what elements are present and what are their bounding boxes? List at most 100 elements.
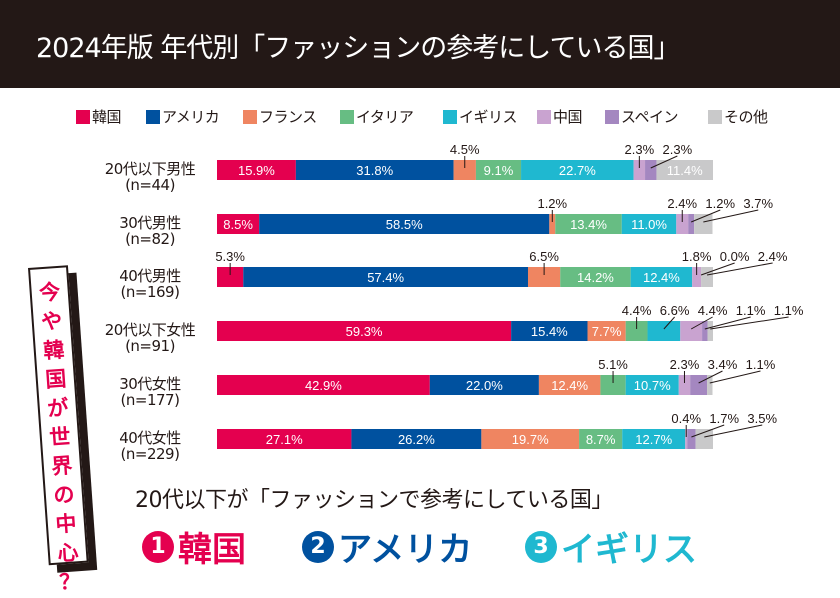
bar-segment [621,214,677,234]
bar-segment [625,375,679,395]
bar-segment [351,429,482,449]
chart-legend: 韓国 アメリカ フランス イタリア イギリス 中国 スペイン その他 [0,106,840,126]
bar-segment [555,214,622,234]
legend-swatch [340,109,354,124]
data-label: 5.3% [215,249,245,264]
callout-char: ？ [58,569,82,595]
data-label: 3.7% [743,196,773,211]
rank-label: イギリス [561,530,697,570]
rank-label: アメリカ [338,530,473,570]
bar-segment [702,321,708,341]
leader-line [690,209,721,223]
data-label: 0.4% [671,411,701,426]
legend-swatch [443,109,457,124]
legend-item-usa: アメリカ [146,106,220,127]
data-label: 3.5% [747,411,777,426]
data-label: 1.1% [736,303,766,318]
sample-size-label: (n=82) [125,230,175,248]
data-label: 15.4% [531,324,568,339]
bar-segment [549,214,556,234]
rank-label: 韓国 [178,530,246,570]
category-label: 40代男性 [119,267,181,285]
bar-segment [521,160,634,180]
data-label: 1.1% [774,303,804,318]
data-label: 12.4% [551,378,588,393]
bar-segment [656,160,713,180]
bar-segment [600,375,626,395]
data-label: 4.4% [698,303,728,318]
callout-char: が [46,395,70,421]
callout-char: 今 [38,279,62,306]
data-label: 1.1% [746,357,776,372]
data-label: 10.7% [634,378,671,393]
data-label: 8.7% [586,432,616,447]
legend-label: 中国 [553,108,583,126]
data-label: 2.3% [663,142,693,157]
bar-segment [217,375,430,395]
data-label: 42.9% [305,378,342,393]
bar-segment [217,321,512,341]
callout-char: 心 [56,540,80,566]
data-label: 8.5% [223,217,253,232]
callout-char: や [40,308,64,335]
data-label: 2.4% [667,196,697,211]
legend-swatch [605,109,619,124]
bar-segment [475,160,522,180]
data-label: 6.6% [660,303,690,318]
bar-segment [680,321,703,341]
callout-char: 世 [48,424,72,450]
category-label: 30代女性 [119,375,181,393]
bar-segment [217,429,352,449]
rank-number-badge: 1 [142,530,174,563]
leader-line [710,316,789,330]
legend-swatch [146,109,160,124]
bar-segment [217,214,260,234]
bar-segment [587,321,626,341]
bar-segment [481,429,580,449]
bar-segment [687,429,696,449]
data-label: 59.3% [346,324,383,339]
data-label: 5.1% [598,357,628,372]
bar-segment [701,267,713,287]
legend-item-korea: 韓国 [76,106,122,127]
bar-segment [217,160,296,180]
bar-segment [688,214,695,234]
legend-label: 韓国 [92,108,122,126]
data-label: 27.1% [266,432,303,447]
row-label-men-30s: 30代男性 (n=82) [85,215,215,247]
data-label: 6.5% [529,249,559,264]
sample-size-label: (n=91) [125,337,175,355]
leader-line [700,262,735,276]
data-label: 2.3% [625,142,655,157]
data-label: 22.0% [466,378,503,393]
bar-segment [685,429,688,449]
legend-swatch [708,109,722,124]
legend-item-spain: スペイン [605,106,678,127]
bar-segment [579,429,623,449]
data-label: 2.4% [758,249,788,264]
rank-number-badge: 3 [525,530,557,563]
row-label-women-20s-under: 20代以下女性 (n=91) [85,322,215,354]
category-label: 20代以下男性 [104,160,196,178]
bar-segment [625,321,648,341]
row-label-men-40s: 40代男性 (n=169) [85,268,215,300]
data-label: 1.2% [537,196,567,211]
summary-title: 20代以下が「ファッションで参考にしている国」 [135,488,613,513]
row-label-women-30s: 30代女性 (n=177) [85,376,215,408]
bar-segment [295,160,454,180]
sample-size-label: (n=229) [120,445,180,463]
category-label: 30代男性 [119,214,181,232]
callout-char: 国 [44,366,68,393]
leader-line [650,155,678,169]
legend-swatch [243,109,257,124]
legend-label: アメリカ [162,108,220,126]
leader-line [706,262,773,276]
data-label: 26.2% [398,432,435,447]
leader-line [709,370,761,384]
data-label: 4.5% [450,142,480,157]
bar-segment [647,321,681,341]
callout-char: の [52,482,76,508]
data-label: 0.0% [720,249,750,264]
data-label: 19.7% [512,432,549,447]
